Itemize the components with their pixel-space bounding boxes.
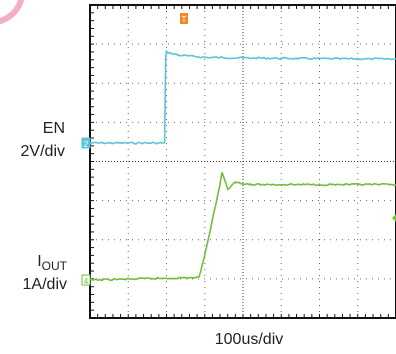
trigger-marker: T [180,13,188,24]
channel-marker-iout: 4 [81,274,91,286]
x-axis-label: 100us/div [215,331,284,348]
series-scale-en: 2V/div [21,143,65,160]
channel-marker-label: 2 [84,140,89,149]
channel-markers: 24 [81,137,396,286]
channel-marker-label: 4 [84,277,89,286]
series-line-iout [89,172,396,282]
series-label-iout-main: I [37,253,41,270]
series-label-iout: IOUT [37,253,67,273]
traces [89,49,396,282]
series-scale-iout: 1A/div [23,276,67,293]
reference-arrow-iout [392,214,396,222]
series-line-en [89,49,396,145]
channel-marker-en: 2 [81,137,91,149]
trigger-marker-label: T [182,15,187,24]
corner-arc-decoration [0,0,25,25]
series-label-iout-sub: OUT [42,259,68,273]
series-label-en: EN [43,120,65,137]
axis-ticks [89,4,396,319]
